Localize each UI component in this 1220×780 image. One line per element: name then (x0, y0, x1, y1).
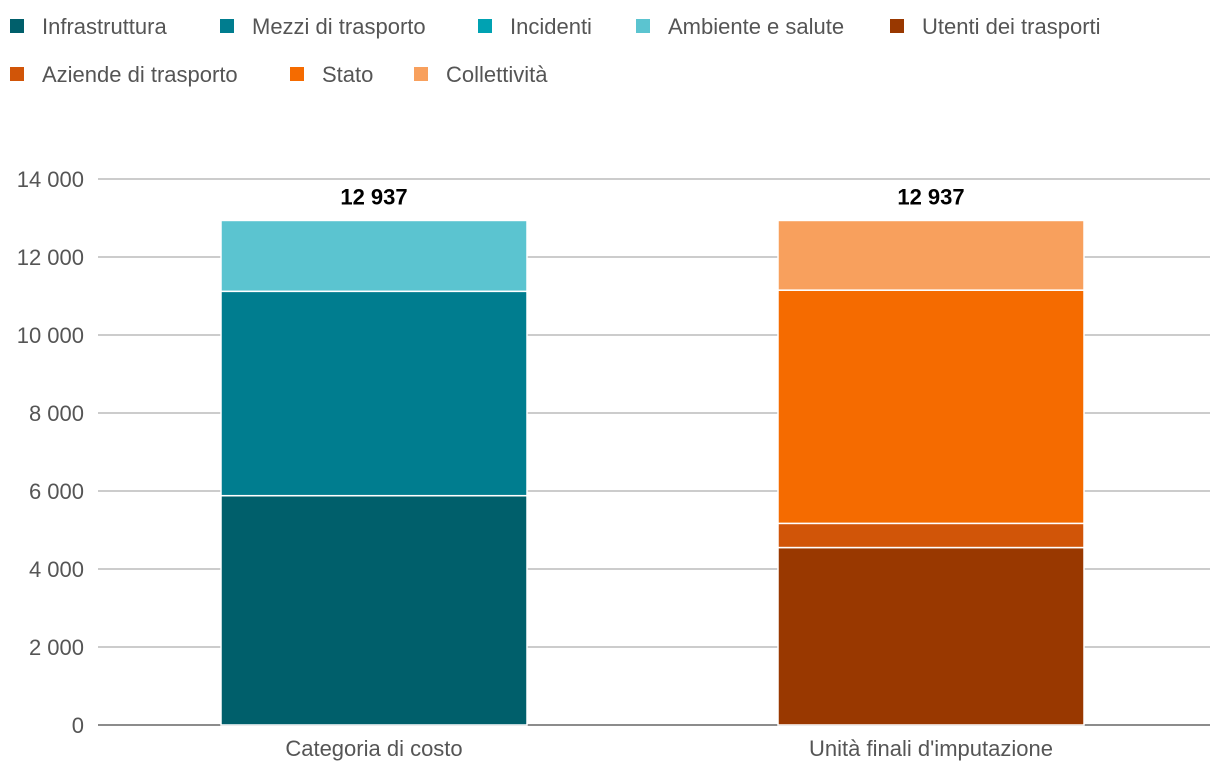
legend-label: Ambiente e salute (668, 14, 844, 39)
legend-item: Infrastruttura (10, 14, 167, 39)
bar-total-label: 12 937 (340, 184, 407, 209)
y-axis: 0 2 000 4 000 6 000 8 000 10 000 12 000 14 000 (17, 167, 84, 738)
bar-stack (220, 219, 528, 726)
legend-label: Collettività (446, 62, 548, 87)
legend-swatch (10, 19, 24, 33)
legend-item: Aziende di trasporto (10, 62, 238, 87)
y-tick-label: 0 (72, 713, 84, 738)
bars (220, 219, 1085, 726)
bar-segment (220, 494, 528, 726)
x-category-label: Categoria di costo (285, 736, 462, 761)
bar-segment (777, 546, 1085, 726)
legend-swatch (890, 19, 904, 33)
y-tick-label: 2 000 (29, 635, 84, 660)
legend-swatch (636, 19, 650, 33)
legend-swatch (414, 67, 428, 81)
legend-swatch (290, 67, 304, 81)
bar-totals: 12 937 12 937 (340, 184, 964, 209)
legend-item: Incidenti (478, 14, 592, 39)
legend-swatch (10, 67, 24, 81)
bar-segment (777, 219, 1085, 291)
legend-item: Ambiente e salute (636, 14, 844, 39)
legend-item: Mezzi di trasporto (220, 14, 426, 39)
legend-label: Infrastruttura (42, 14, 167, 39)
legend-label: Mezzi di trasporto (252, 14, 426, 39)
bar-total-label: 12 937 (897, 184, 964, 209)
legend-item: Collettività (414, 62, 548, 87)
x-category-label: Unità finali d'imputazione (809, 736, 1053, 761)
bar-segment (220, 219, 528, 293)
legend-swatch (220, 19, 234, 33)
legend-label: Aziende di trasporto (42, 62, 238, 87)
legend-item: Utenti dei trasporti (890, 14, 1101, 39)
y-tick-label: 6 000 (29, 479, 84, 504)
bar-segment (777, 522, 1085, 549)
legend: Infrastruttura Mezzi di trasporto Incident… (10, 14, 1101, 87)
legend-label: Stato (322, 62, 373, 87)
y-tick-label: 12 000 (17, 245, 84, 270)
y-tick-label: 8 000 (29, 401, 84, 426)
legend-item: Stato (290, 62, 373, 87)
y-tick-label: 10 000 (17, 323, 84, 348)
y-tick-label: 14 000 (17, 167, 84, 192)
x-axis: Categoria di costo Unità finali d'imputaz… (285, 736, 1053, 761)
legend-swatch (478, 19, 492, 33)
legend-label: Incidenti (510, 14, 592, 39)
legend-label: Utenti dei trasporti (922, 14, 1101, 39)
y-tick-label: 4 000 (29, 557, 84, 582)
bar-segment (220, 290, 528, 497)
bar-stack (777, 219, 1085, 726)
bar-segment (777, 289, 1085, 525)
